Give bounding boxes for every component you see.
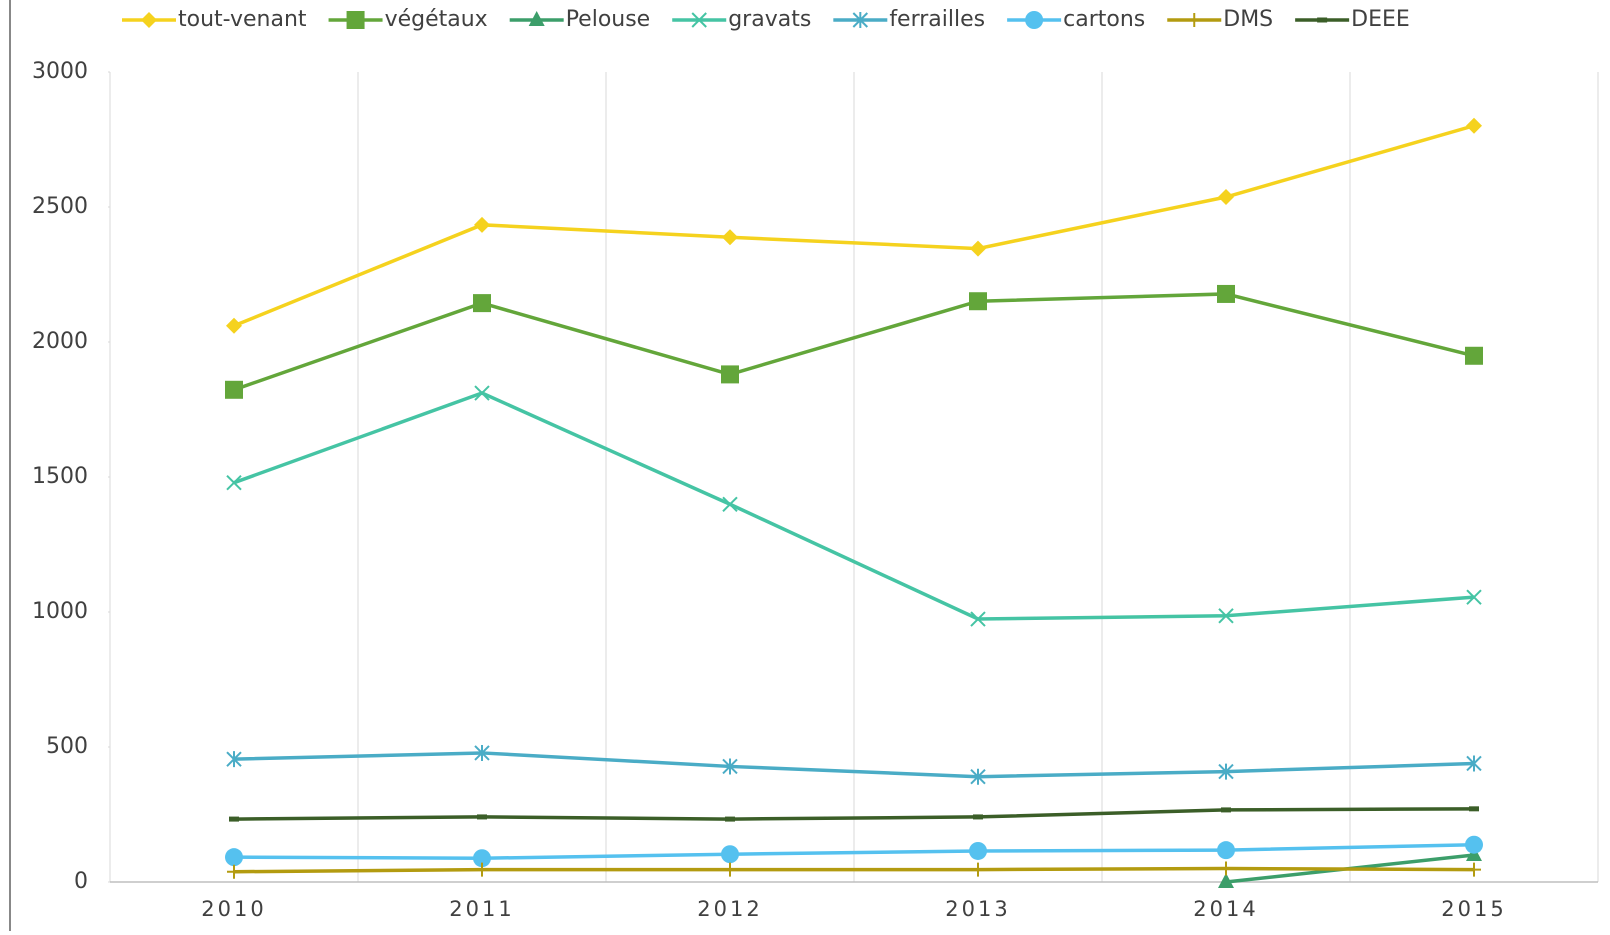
marker bbox=[721, 845, 739, 864]
marker bbox=[474, 385, 490, 401]
marker bbox=[722, 496, 738, 512]
x-tick-label: 2015 bbox=[1441, 897, 1506, 921]
legend-label: DEEE bbox=[1351, 7, 1410, 32]
marker bbox=[1218, 608, 1234, 624]
series bbox=[226, 385, 1482, 627]
series bbox=[225, 835, 1483, 868]
legend-item: végétaux bbox=[328, 7, 488, 32]
marker bbox=[970, 768, 986, 785]
marker bbox=[141, 12, 157, 28]
marker bbox=[722, 229, 738, 246]
marker bbox=[225, 380, 243, 399]
marker bbox=[1466, 755, 1482, 772]
marker bbox=[721, 365, 739, 384]
marker bbox=[227, 864, 241, 879]
y-tick-label: 3000 bbox=[32, 59, 88, 84]
series bbox=[226, 744, 1482, 785]
marker bbox=[226, 317, 242, 334]
legend-item: cartons bbox=[1007, 7, 1145, 32]
marker bbox=[473, 849, 491, 868]
marker bbox=[1217, 284, 1235, 303]
series-line bbox=[233, 292, 1475, 392]
series-line bbox=[233, 124, 1475, 328]
x-tick-label: 2013 bbox=[945, 897, 1010, 921]
marker bbox=[226, 474, 242, 491]
legend-label: DMS bbox=[1223, 7, 1273, 32]
x-tick-label: 2014 bbox=[1193, 897, 1258, 921]
series bbox=[226, 117, 1482, 334]
series-line bbox=[233, 751, 1475, 779]
series-line bbox=[233, 866, 1475, 874]
marker bbox=[528, 11, 545, 26]
y-tick-label: 500 bbox=[46, 734, 88, 759]
marker bbox=[1469, 806, 1479, 812]
legend-label: ferrailles bbox=[889, 7, 985, 32]
series-line bbox=[233, 842, 1475, 860]
x-tick-label: 2011 bbox=[449, 897, 514, 921]
series-line bbox=[233, 391, 1475, 621]
y-tick-label: 0 bbox=[74, 869, 88, 894]
marker bbox=[226, 751, 242, 768]
marker bbox=[1466, 589, 1482, 605]
marker bbox=[1467, 862, 1481, 877]
marker bbox=[723, 862, 737, 877]
marker bbox=[475, 862, 489, 877]
legend-item: ferrailles bbox=[833, 7, 985, 32]
marker bbox=[971, 862, 985, 877]
marker bbox=[691, 12, 707, 28]
marker bbox=[473, 294, 491, 313]
legend-item: tout-venant bbox=[122, 7, 307, 32]
marker bbox=[1187, 13, 1202, 27]
marker bbox=[346, 11, 365, 29]
marker bbox=[722, 758, 738, 775]
y-tick-label: 2500 bbox=[32, 194, 88, 219]
marker bbox=[1218, 763, 1234, 780]
legend-label: cartons bbox=[1063, 7, 1145, 32]
marker bbox=[1219, 861, 1233, 876]
series bbox=[229, 806, 1479, 822]
y-tick-label: 1500 bbox=[32, 464, 88, 489]
marker bbox=[969, 292, 987, 311]
marker bbox=[852, 12, 869, 28]
marker bbox=[973, 814, 983, 820]
marker bbox=[1218, 189, 1234, 206]
marker bbox=[474, 744, 490, 761]
legend-label: végétaux bbox=[385, 7, 488, 32]
series bbox=[227, 861, 1481, 879]
marker bbox=[229, 816, 239, 822]
x-tick-label: 2010 bbox=[201, 897, 266, 921]
marker bbox=[969, 841, 987, 860]
legend-item: Pelouse bbox=[509, 7, 651, 32]
marker bbox=[1221, 807, 1231, 813]
marker bbox=[1317, 17, 1328, 23]
marker bbox=[1465, 346, 1483, 365]
y-tick-label: 1000 bbox=[32, 599, 88, 624]
marker bbox=[477, 814, 487, 820]
legend-label: tout-venant bbox=[178, 7, 307, 32]
legend-label: Pelouse bbox=[566, 7, 651, 32]
marker bbox=[1217, 841, 1235, 860]
legend-label: gravats bbox=[728, 7, 811, 32]
legend-item: DEEE bbox=[1295, 7, 1410, 32]
series-line bbox=[233, 807, 1475, 821]
y-tick-label: 2000 bbox=[32, 329, 88, 354]
marker bbox=[225, 848, 243, 867]
marker bbox=[725, 816, 735, 822]
x-tick-label: 2012 bbox=[697, 897, 762, 921]
marker bbox=[1025, 11, 1044, 29]
marker bbox=[1218, 873, 1234, 888]
marker bbox=[970, 611, 986, 627]
legend-item: DMS bbox=[1167, 7, 1273, 32]
marker bbox=[1465, 835, 1483, 854]
series bbox=[225, 284, 1483, 399]
marker bbox=[1466, 117, 1482, 134]
marker bbox=[474, 216, 490, 233]
legend-item: gravats bbox=[672, 7, 811, 32]
marker bbox=[970, 240, 986, 257]
